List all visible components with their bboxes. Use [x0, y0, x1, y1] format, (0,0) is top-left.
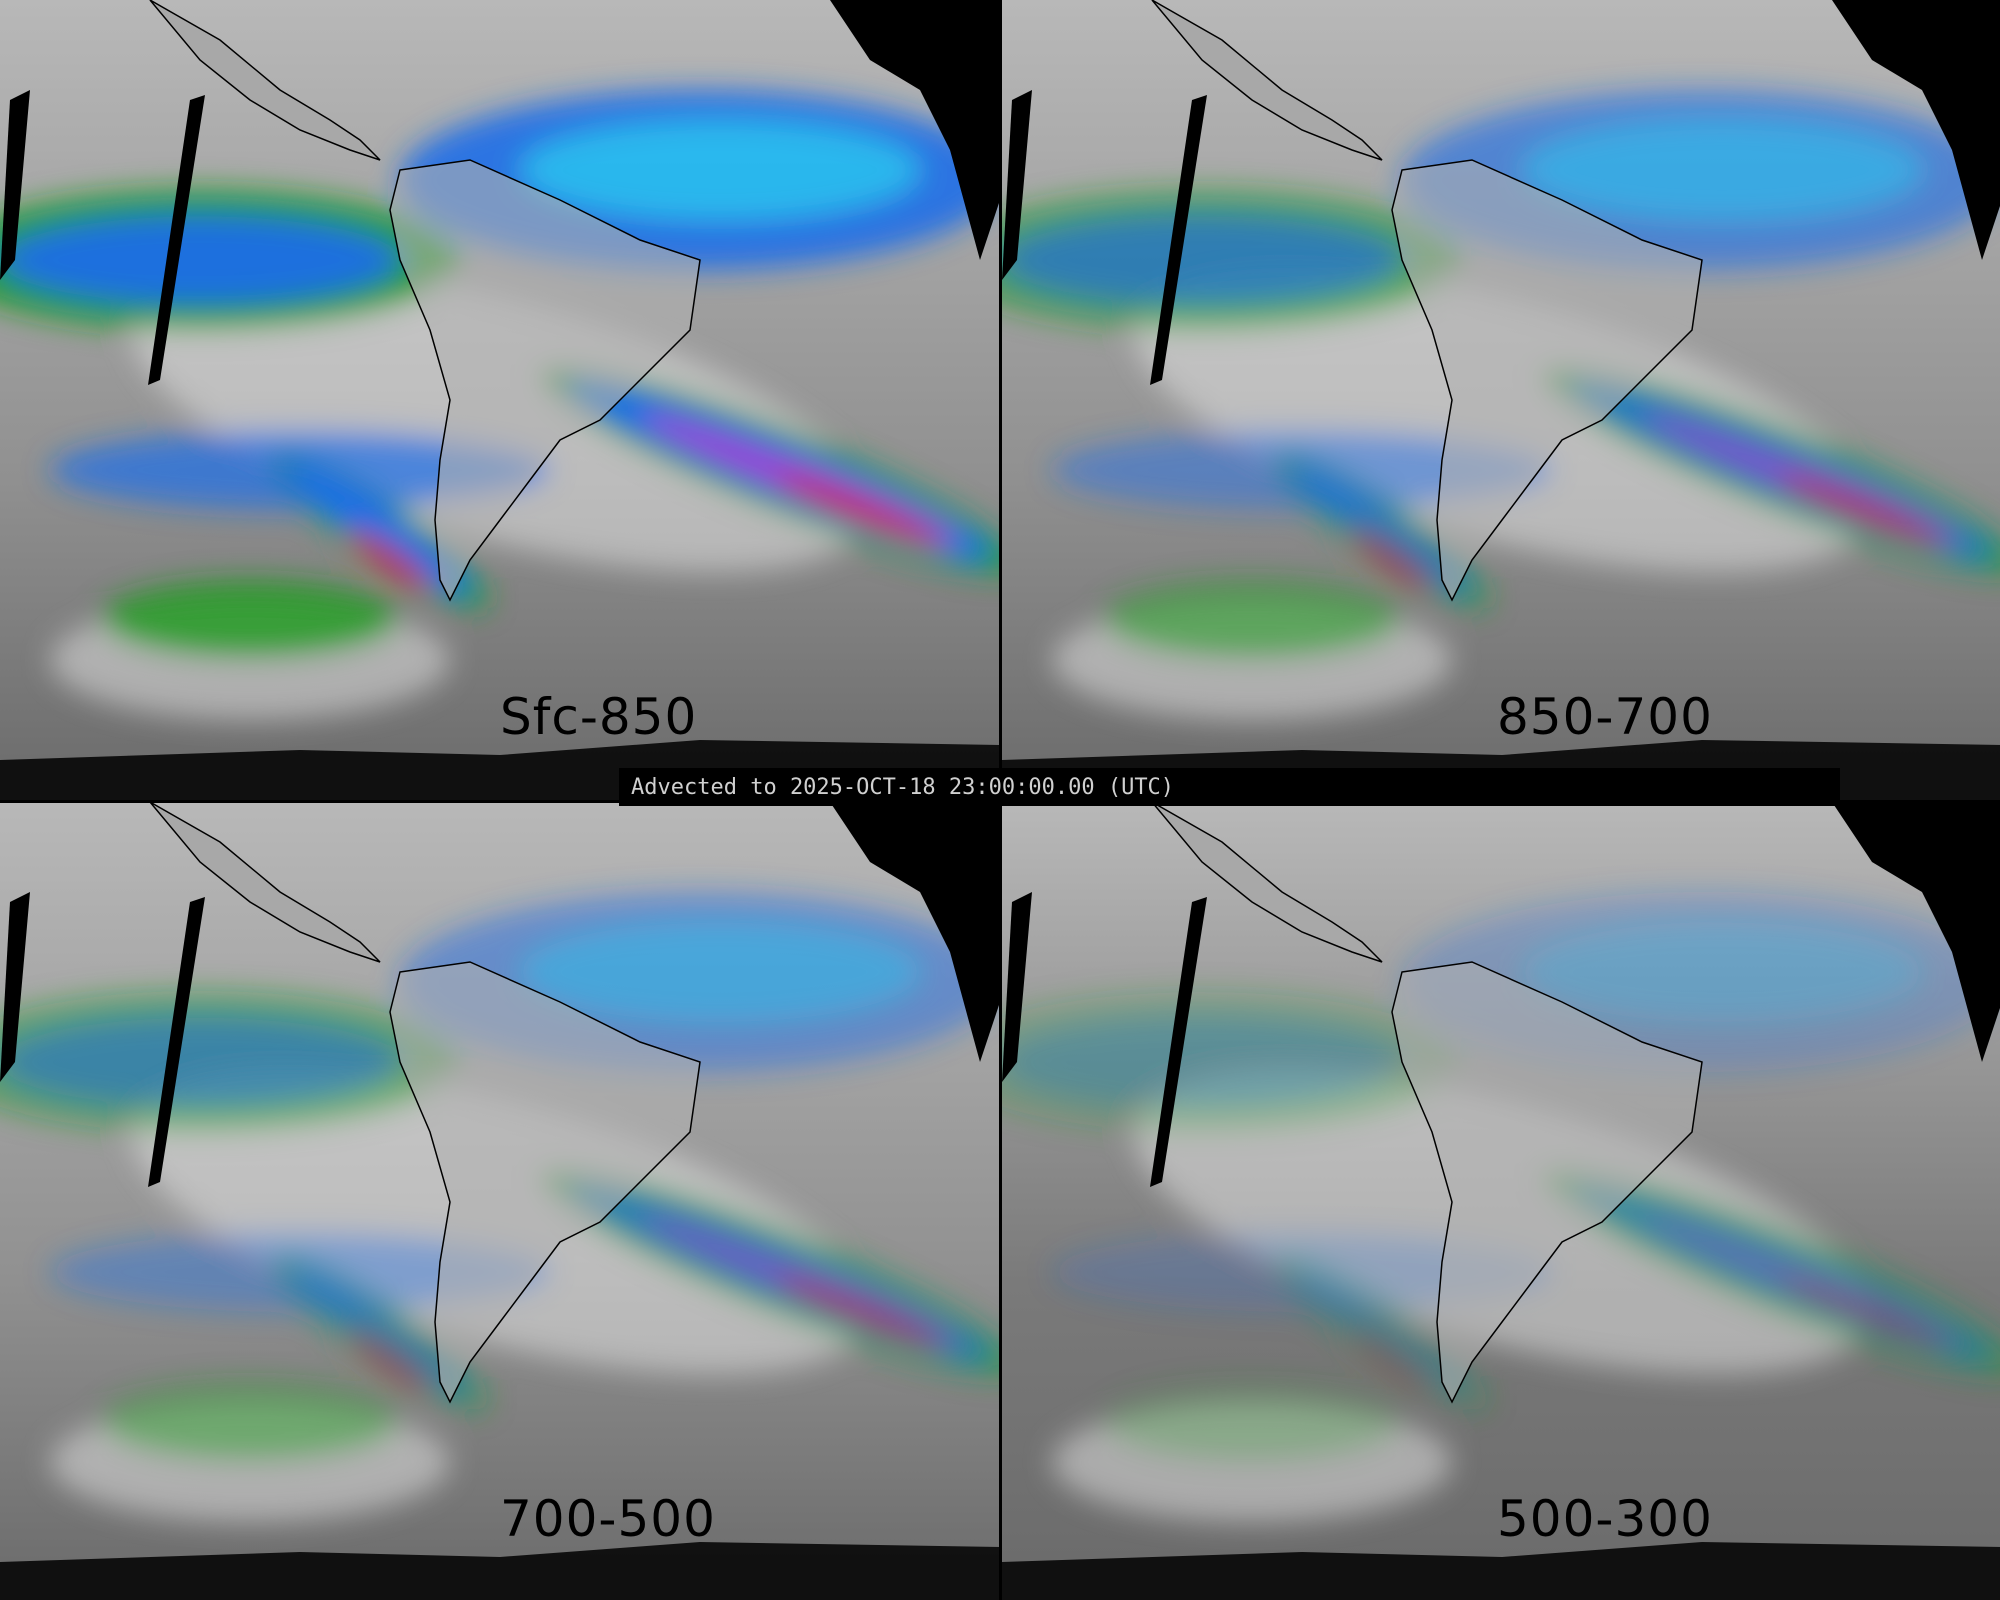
no-data-swath [1002, 90, 1032, 280]
central-america-coastline [1151, 802, 1383, 963]
no-data-swath [1150, 897, 1207, 1187]
south-america-coastline [1391, 159, 1703, 602]
panel-850-700 [1002, 0, 2000, 800]
panel-500-300 [1002, 802, 2000, 1600]
layer-label-850-700: 850-700 [1497, 688, 1713, 746]
no-data-region-east [830, 0, 1000, 260]
imagery [1002, 0, 2000, 800]
no-data-swath [148, 897, 205, 1187]
central-america-coastline [149, 802, 381, 963]
valid-time-text: Advected to 2025-OCT-18 23:00:00.00 (UTC… [631, 775, 1175, 800]
imagery [1002, 802, 2000, 1600]
south-america-coastline [389, 961, 701, 1404]
valid-time-banner: Advected to 2025-OCT-18 23:00:00.00 (UTC… [619, 768, 1840, 806]
layer-label-500-300: 500-300 [1497, 1490, 1713, 1548]
imagery [0, 0, 1000, 800]
central-america-coastline [149, 0, 381, 161]
layer-label-700-500: 700-500 [500, 1490, 716, 1548]
south-america-coastline [1391, 961, 1703, 1404]
panel-sfc-850 [0, 0, 1000, 800]
no-data-swath [1002, 892, 1032, 1082]
imagery [0, 802, 1000, 1600]
no-data-swath [1150, 95, 1207, 385]
central-america-coastline [1151, 0, 1383, 161]
no-data-swath [148, 95, 205, 385]
no-data-region-east [830, 802, 1000, 1062]
south-america-coastline [389, 159, 701, 602]
no-data-region-east [1832, 802, 2000, 1062]
layer-label-sfc-850: Sfc-850 [500, 688, 698, 746]
panel-700-500 [0, 802, 1000, 1600]
antarctica-no-data [1002, 1542, 2000, 1600]
no-data-swath [0, 90, 30, 280]
no-data-swath [0, 892, 30, 1082]
no-data-region-east [1832, 0, 2000, 260]
antarctica-no-data [0, 1542, 1000, 1600]
